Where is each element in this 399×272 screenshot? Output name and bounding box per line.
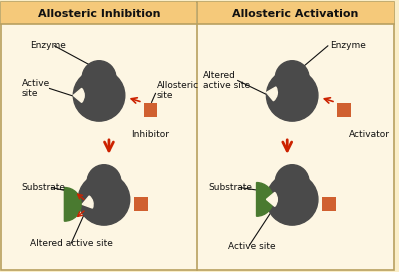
- Text: Substrate: Substrate: [208, 183, 252, 192]
- FancyBboxPatch shape: [322, 197, 336, 211]
- Text: Altered active site: Altered active site: [30, 239, 113, 248]
- FancyBboxPatch shape: [134, 197, 148, 211]
- Text: Active
site: Active site: [22, 79, 50, 98]
- Circle shape: [73, 70, 125, 121]
- Circle shape: [267, 70, 318, 121]
- FancyBboxPatch shape: [197, 2, 394, 24]
- Text: Altered
active site: Altered active site: [203, 71, 250, 90]
- FancyBboxPatch shape: [337, 103, 351, 117]
- Wedge shape: [73, 88, 84, 102]
- Circle shape: [267, 174, 318, 225]
- Text: Allosteric Activation: Allosteric Activation: [232, 9, 358, 19]
- Wedge shape: [64, 187, 81, 221]
- Circle shape: [275, 61, 309, 94]
- Wedge shape: [267, 87, 277, 101]
- Text: Activator: Activator: [349, 130, 390, 139]
- FancyBboxPatch shape: [144, 103, 158, 117]
- Circle shape: [275, 165, 309, 198]
- Circle shape: [78, 174, 130, 225]
- Wedge shape: [267, 192, 277, 206]
- Text: Allosteric Inhibition: Allosteric Inhibition: [38, 9, 160, 19]
- Text: Enzyme: Enzyme: [330, 41, 366, 50]
- Circle shape: [87, 165, 121, 198]
- Wedge shape: [257, 183, 273, 216]
- Wedge shape: [82, 196, 93, 208]
- Text: Inhibitor: Inhibitor: [132, 130, 170, 139]
- Text: Allosteric
site: Allosteric site: [156, 81, 199, 100]
- Circle shape: [82, 61, 116, 94]
- Text: Substrate: Substrate: [22, 183, 66, 192]
- FancyBboxPatch shape: [1, 2, 196, 24]
- Text: Enzyme: Enzyme: [30, 41, 65, 50]
- FancyBboxPatch shape: [1, 2, 394, 270]
- Text: Active site: Active site: [228, 242, 275, 251]
